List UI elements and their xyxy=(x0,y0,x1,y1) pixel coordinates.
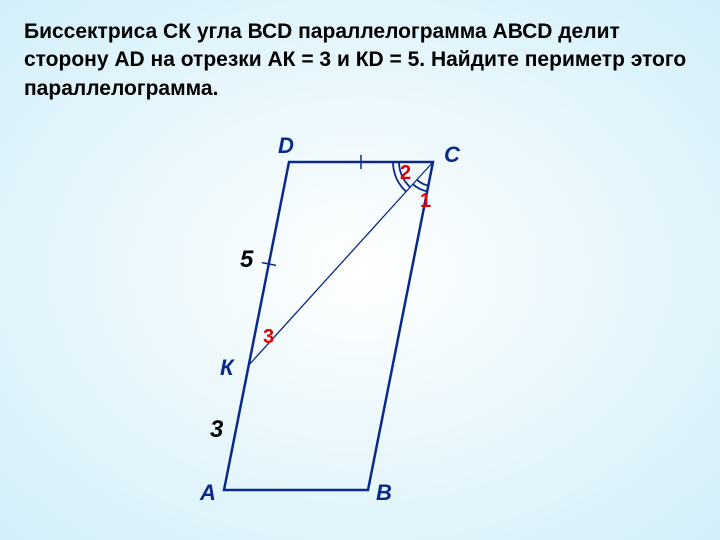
label-d: D xyxy=(278,133,294,159)
angle-label-1: 1 xyxy=(420,190,431,213)
problem-text: Биссектриса СК угла ВСD параллелограмма … xyxy=(24,18,696,103)
label-a: А xyxy=(200,480,216,506)
label-c: С xyxy=(444,142,460,168)
page: Биссектриса СК угла ВСD параллелограмма … xyxy=(0,0,720,540)
length-ak: 3 xyxy=(210,416,223,444)
angle-label-3: 3 xyxy=(263,326,274,349)
label-b: В xyxy=(376,480,392,506)
angle-label-2: 2 xyxy=(400,162,411,185)
label-k: К xyxy=(220,355,234,381)
length-dk: 5 xyxy=(240,246,253,274)
